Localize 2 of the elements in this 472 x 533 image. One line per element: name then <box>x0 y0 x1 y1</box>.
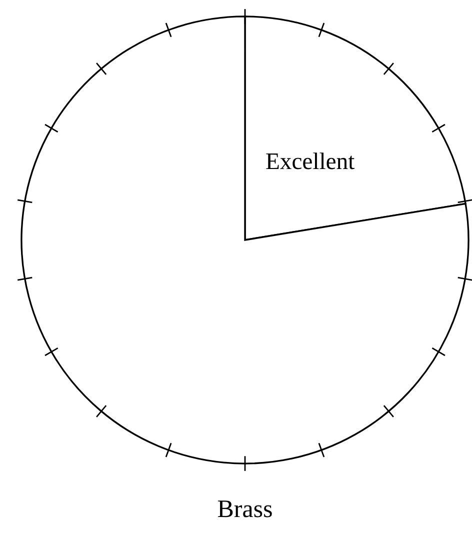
text: Brass <box>218 500 272 518</box>
slice-label: Excellent <box>266 152 355 170</box>
